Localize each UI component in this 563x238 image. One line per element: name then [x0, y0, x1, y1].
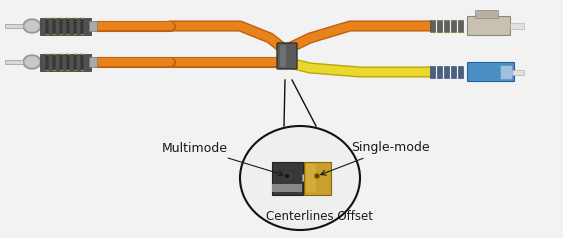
FancyBboxPatch shape [59, 54, 63, 70]
FancyBboxPatch shape [52, 18, 56, 34]
FancyBboxPatch shape [318, 175, 324, 179]
Ellipse shape [315, 174, 319, 178]
FancyBboxPatch shape [306, 164, 316, 192]
FancyBboxPatch shape [39, 18, 91, 35]
FancyBboxPatch shape [430, 66, 435, 78]
FancyBboxPatch shape [500, 65, 512, 79]
FancyBboxPatch shape [437, 66, 442, 78]
FancyBboxPatch shape [444, 66, 449, 78]
FancyBboxPatch shape [89, 21, 97, 31]
Ellipse shape [23, 55, 41, 69]
FancyBboxPatch shape [89, 57, 97, 67]
FancyBboxPatch shape [73, 18, 77, 34]
FancyBboxPatch shape [66, 54, 70, 70]
Ellipse shape [25, 56, 39, 68]
FancyBboxPatch shape [458, 66, 463, 78]
FancyBboxPatch shape [512, 69, 524, 74]
FancyBboxPatch shape [277, 43, 297, 69]
FancyBboxPatch shape [73, 54, 77, 70]
FancyBboxPatch shape [437, 20, 442, 32]
FancyBboxPatch shape [444, 20, 449, 32]
Ellipse shape [25, 20, 39, 31]
FancyBboxPatch shape [280, 45, 286, 67]
Text: Centerlines Offset: Centerlines Offset [266, 209, 373, 223]
FancyBboxPatch shape [45, 18, 49, 34]
FancyBboxPatch shape [467, 63, 515, 81]
FancyBboxPatch shape [430, 20, 435, 32]
FancyBboxPatch shape [451, 20, 456, 32]
FancyBboxPatch shape [272, 184, 302, 192]
FancyBboxPatch shape [80, 54, 84, 70]
Ellipse shape [284, 173, 290, 179]
FancyBboxPatch shape [45, 54, 49, 70]
FancyBboxPatch shape [39, 54, 91, 70]
FancyBboxPatch shape [5, 60, 23, 64]
FancyBboxPatch shape [510, 23, 524, 29]
Ellipse shape [240, 126, 360, 230]
FancyBboxPatch shape [271, 162, 302, 194]
Text: Multimode: Multimode [162, 142, 283, 176]
FancyBboxPatch shape [302, 174, 318, 181]
FancyBboxPatch shape [52, 54, 56, 70]
FancyBboxPatch shape [476, 10, 498, 19]
Text: Single-mode: Single-mode [321, 142, 430, 175]
FancyBboxPatch shape [66, 18, 70, 34]
Ellipse shape [23, 19, 41, 33]
FancyBboxPatch shape [451, 66, 456, 78]
FancyBboxPatch shape [467, 16, 511, 35]
FancyBboxPatch shape [80, 18, 84, 34]
FancyBboxPatch shape [303, 162, 330, 194]
FancyBboxPatch shape [59, 18, 63, 34]
FancyBboxPatch shape [458, 20, 463, 32]
FancyBboxPatch shape [5, 24, 23, 28]
